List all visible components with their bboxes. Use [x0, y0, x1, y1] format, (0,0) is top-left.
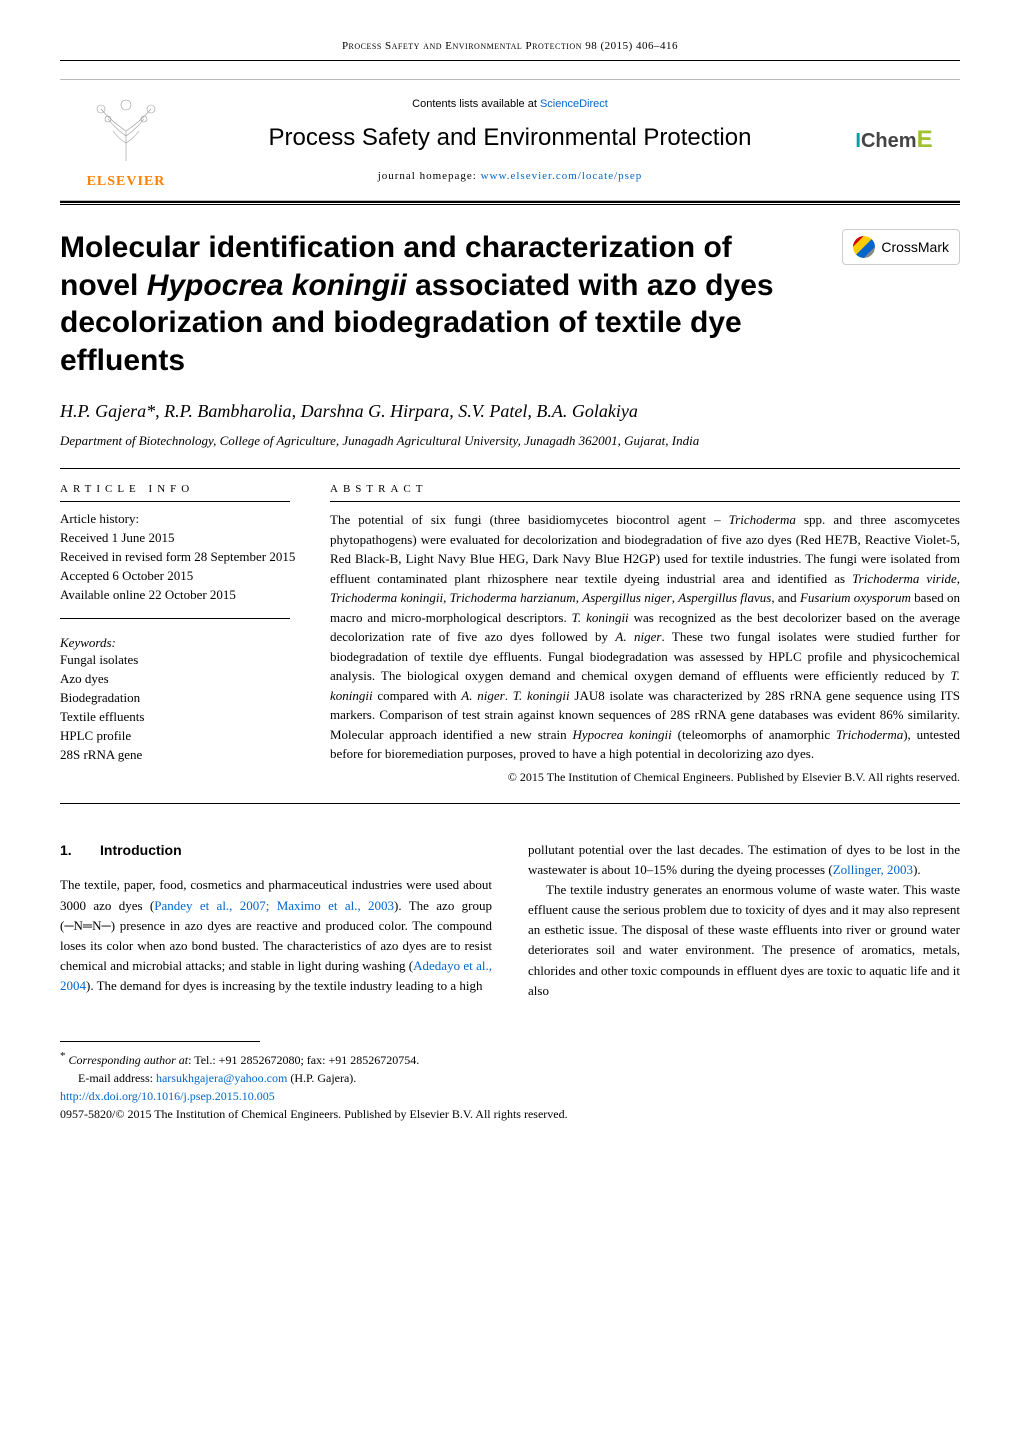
body-two-column: 1.Introduction The textile, paper, food,…	[60, 840, 960, 1001]
body-col-right: pollutant potential over the last decade…	[528, 840, 960, 1001]
keyword: Fungal isolates	[60, 651, 300, 670]
corr-text: : Tel.: +91 2852672080; fax: +91 2852672…	[188, 1053, 419, 1067]
title-species: Hypocrea koningii	[147, 269, 407, 302]
abs-seg: , and	[771, 590, 800, 605]
journal-title: Process Safety and Environmental Protect…	[202, 124, 818, 152]
footnote-rule	[60, 1041, 260, 1042]
abs-species: T. koningii	[513, 688, 570, 703]
corresponding-author: * Corresponding author at: Tel.: +91 285…	[60, 1048, 960, 1069]
history-label: Article history:	[60, 510, 300, 529]
crossmark-label: CrossMark	[881, 239, 949, 255]
abs-species: A. niger	[461, 688, 504, 703]
abs-seg: The potential of six fungi (three basidi…	[330, 512, 729, 527]
crossmark-icon	[853, 236, 875, 258]
citation-link[interactable]: Zollinger, 2003	[833, 862, 913, 877]
section-title: Introduction	[100, 842, 182, 858]
authors: H.P. Gajera*, R.P. Bambharolia, Darshna …	[60, 401, 960, 422]
doi-line: http://dx.doi.org/10.1016/j.psep.2015.10…	[60, 1087, 960, 1105]
header-divider	[60, 201, 960, 205]
email-tail: (H.P. Gajera).	[287, 1071, 356, 1085]
keywords-label: Keywords:	[60, 635, 300, 651]
abs-species: Aspergillus niger	[582, 590, 671, 605]
homepage-url[interactable]: www.elsevier.com/locate/psep	[481, 170, 643, 182]
title-row: Molecular identification and characteriz…	[60, 229, 960, 379]
paragraph: The textile industry generates an enormo…	[528, 880, 960, 1001]
sciencedirect-link[interactable]: ScienceDirect	[540, 98, 608, 110]
authors-text: H.P. Gajera*, R.P. Bambharolia, Darshna …	[60, 401, 638, 421]
history-item: Received 1 June 2015	[60, 529, 300, 548]
header-center: Contents lists available at ScienceDirec…	[186, 88, 834, 192]
corr-label: Corresponding author at	[69, 1053, 189, 1067]
abs-species: Trichoderma harzianum	[450, 590, 576, 605]
abs-species: Aspergillus flavus	[678, 590, 771, 605]
body-text: ). The demand for dyes is increasing by …	[86, 978, 483, 993]
abs-species: Trichoderma koningii	[330, 590, 443, 605]
abs-species: Trichoderma	[836, 727, 903, 742]
meta-rule-top	[60, 468, 960, 469]
abs-species: T. koningii	[572, 610, 629, 625]
abstract-copyright: © 2015 The Institution of Chemical Engin…	[330, 770, 960, 785]
abs-seg: .	[505, 688, 513, 703]
abs-species: A. niger	[615, 629, 661, 644]
abs-seg: ,	[957, 571, 960, 586]
meta-rule-bottom	[60, 803, 960, 804]
asterisk-icon: *	[60, 1050, 66, 1062]
abs-seg: (teleomorphs of anamorphic	[672, 727, 836, 742]
citation-link[interactable]: Pandey et al., 2007; Maximo et al., 2003	[154, 898, 394, 913]
contents-prefix: Contents lists available at	[412, 98, 540, 110]
keywords-rule	[60, 618, 290, 619]
contents-available: Contents lists available at ScienceDirec…	[202, 98, 818, 110]
section-heading: 1.Introduction	[60, 840, 492, 862]
article-info-label: ARTICLE INFO	[60, 483, 300, 495]
abs-species: Fusarium oxysporum	[800, 590, 911, 605]
email-label: E-mail address:	[78, 1071, 156, 1085]
history-item: Available online 22 October 2015	[60, 586, 300, 605]
abstract-col: ABSTRACT The potential of six fungi (thr…	[330, 483, 960, 785]
elsevier-tree-icon	[86, 91, 166, 178]
abstract-text: The potential of six fungi (three basidi…	[330, 510, 960, 764]
homepage-line: journal homepage: www.elsevier.com/locat…	[202, 170, 818, 182]
body-text: ).	[913, 862, 921, 877]
paragraph: The textile, paper, food, cosmetics and …	[60, 875, 492, 996]
abstract-label: ABSTRACT	[330, 483, 960, 495]
keyword: Textile effluents	[60, 708, 300, 727]
abs-seg: compared with	[373, 688, 462, 703]
running-header: Process Safety and Environmental Protect…	[60, 40, 960, 52]
abstract-rule	[330, 501, 960, 502]
keyword: HPLC profile	[60, 727, 300, 746]
elsevier-wordmark: ELSEVIER	[87, 174, 166, 190]
affiliation: Department of Biotechnology, College of …	[60, 432, 960, 450]
email-link[interactable]: harsukhgajera@yahoo.com	[156, 1071, 287, 1085]
history-item: Accepted 6 October 2015	[60, 567, 300, 586]
paragraph: pollutant potential over the last decade…	[528, 840, 960, 880]
elsevier-logo: ELSEVIER	[66, 80, 186, 200]
email-line: E-mail address: harsukhgajera@yahoo.com …	[60, 1069, 960, 1087]
body-col-left: 1.Introduction The textile, paper, food,…	[60, 840, 492, 1001]
section-number: 1.	[60, 840, 100, 862]
article-title: Molecular identification and characteriz…	[60, 229, 800, 379]
body-text: The textile industry generates an enormo…	[528, 882, 960, 998]
keyword: 28S rRNA gene	[60, 746, 300, 765]
abs-species: Trichoderma viride	[852, 571, 957, 586]
top-rule	[60, 60, 960, 61]
journal-header: ELSEVIER Contents lists available at Sci…	[60, 79, 960, 201]
history-item: Received in revised form 28 September 20…	[60, 548, 300, 567]
doi-link[interactable]: http://dx.doi.org/10.1016/j.psep.2015.10…	[60, 1089, 275, 1103]
homepage-prefix: journal homepage:	[378, 170, 481, 182]
info-rule	[60, 501, 290, 502]
page-copyright: 0957-5820/© 2015 The Institution of Chem…	[60, 1107, 960, 1122]
article-info-col: ARTICLE INFO Article history: Received 1…	[60, 483, 300, 785]
abs-species: Trichoderma	[729, 512, 796, 527]
abs-species: Hypocrea koningii	[572, 727, 671, 742]
keyword: Azo dyes	[60, 670, 300, 689]
keyword: Biodegradation	[60, 689, 300, 708]
crossmark-badge[interactable]: CrossMark	[842, 229, 960, 265]
metadata-row: ARTICLE INFO Article history: Received 1…	[60, 483, 960, 785]
icheme-logo: IChemE	[834, 126, 954, 154]
